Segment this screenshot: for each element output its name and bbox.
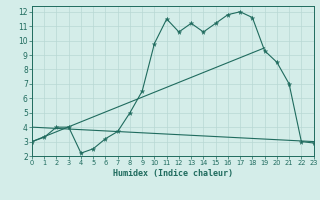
X-axis label: Humidex (Indice chaleur): Humidex (Indice chaleur) — [113, 169, 233, 178]
